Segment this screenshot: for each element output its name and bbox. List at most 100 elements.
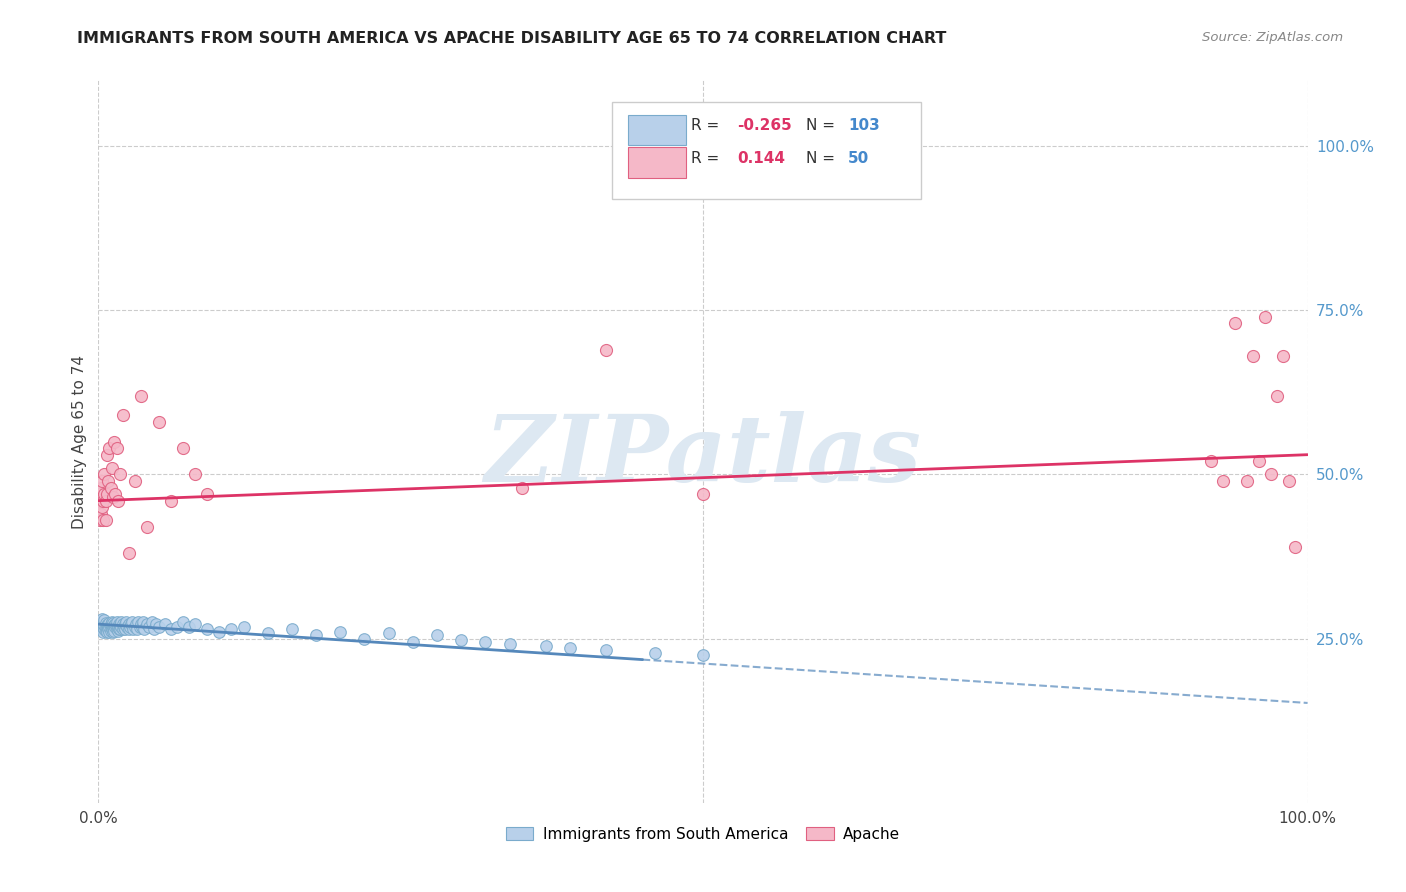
Point — [134, 622, 156, 636]
Point — [143, 622, 166, 636]
Point — [124, 620, 146, 634]
Point — [117, 620, 139, 634]
Text: N =: N = — [806, 118, 839, 133]
Legend: Immigrants from South America, Apache: Immigrants from South America, Apache — [498, 819, 908, 849]
Point — [377, 626, 399, 640]
Point — [104, 620, 127, 634]
FancyBboxPatch shape — [628, 147, 686, 178]
Point — [121, 615, 143, 630]
Point — [127, 622, 149, 636]
Point — [534, 640, 557, 654]
Text: Source: ZipAtlas.com: Source: ZipAtlas.com — [1202, 31, 1343, 45]
Point — [107, 620, 129, 634]
Point — [100, 622, 122, 636]
Point — [1254, 310, 1277, 324]
Point — [103, 618, 125, 632]
Point — [281, 622, 304, 636]
Point — [232, 620, 254, 634]
Point — [108, 622, 131, 636]
FancyBboxPatch shape — [613, 102, 921, 200]
Point — [1260, 467, 1282, 482]
Point — [93, 487, 115, 501]
Point — [100, 615, 122, 630]
Point — [135, 520, 157, 534]
Point — [111, 409, 134, 423]
Point — [221, 622, 243, 636]
Point — [94, 615, 117, 630]
Point — [129, 617, 152, 632]
Point — [498, 637, 520, 651]
Point — [100, 624, 122, 638]
Point — [98, 441, 121, 455]
Point — [91, 622, 114, 636]
Y-axis label: Disability Age 65 to 74: Disability Age 65 to 74 — [72, 354, 87, 529]
Point — [595, 343, 617, 357]
Point — [89, 487, 111, 501]
Point — [118, 546, 141, 560]
Point — [104, 487, 127, 501]
Point — [90, 617, 112, 632]
Point — [91, 500, 114, 515]
Point — [91, 474, 114, 488]
Point — [98, 615, 121, 630]
Point — [141, 615, 163, 630]
Point — [184, 617, 207, 632]
Point — [114, 617, 136, 632]
Point — [329, 625, 352, 640]
Point — [107, 624, 129, 638]
Point — [98, 620, 121, 634]
Point — [148, 415, 170, 429]
Point — [112, 620, 135, 634]
Point — [105, 618, 128, 632]
Point — [96, 622, 118, 636]
Point — [1284, 540, 1306, 554]
Point — [120, 617, 142, 632]
Point — [94, 624, 117, 638]
Point — [1199, 454, 1222, 468]
Point — [91, 625, 114, 640]
Point — [118, 620, 141, 634]
Point — [91, 493, 114, 508]
Point — [97, 474, 120, 488]
Point — [172, 615, 194, 630]
Point — [91, 612, 114, 626]
Point — [1267, 388, 1289, 402]
Point — [94, 620, 117, 634]
Point — [104, 617, 127, 632]
Point — [184, 467, 207, 482]
Point — [90, 620, 112, 634]
Point — [103, 624, 125, 638]
Point — [195, 622, 218, 636]
Point — [108, 622, 131, 636]
Point — [98, 625, 121, 640]
Point — [89, 493, 111, 508]
Point — [111, 617, 134, 632]
Point — [101, 615, 124, 630]
Point — [644, 646, 666, 660]
Text: 0.144: 0.144 — [737, 151, 785, 166]
Point — [93, 618, 115, 632]
Point — [94, 513, 117, 527]
Point — [105, 441, 128, 455]
Point — [100, 620, 122, 634]
Point — [1249, 454, 1271, 468]
Point — [208, 625, 231, 640]
Point — [97, 622, 120, 636]
Point — [100, 617, 122, 632]
Point — [110, 620, 132, 634]
Point — [1272, 349, 1295, 363]
Point — [148, 620, 170, 634]
Point — [172, 441, 194, 455]
Point — [195, 487, 218, 501]
Point — [426, 628, 449, 642]
Point — [145, 617, 167, 632]
Point — [558, 641, 581, 656]
Point — [108, 618, 131, 632]
Point — [115, 615, 138, 630]
Point — [100, 460, 122, 475]
FancyBboxPatch shape — [628, 115, 686, 145]
Point — [138, 620, 160, 634]
Point — [103, 622, 125, 636]
Point — [93, 622, 115, 636]
Point — [160, 493, 183, 508]
